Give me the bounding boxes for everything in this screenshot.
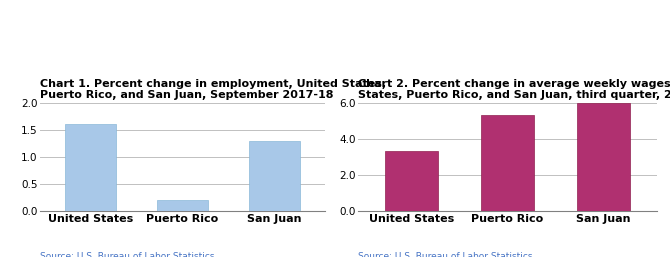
Text: Chart 2. Percent change in average weekly wages, United
States, Puerto Rico, and: Chart 2. Percent change in average weekl… [358, 79, 670, 100]
Text: Source: U.S. Bureau of Labor Statistics.: Source: U.S. Bureau of Labor Statistics. [40, 252, 218, 257]
Text: Source: U.S. Bureau of Labor Statistics.: Source: U.S. Bureau of Labor Statistics. [358, 252, 536, 257]
Text: Chart 1. Percent change in employment, United States,
Puerto Rico, and San Juan,: Chart 1. Percent change in employment, U… [40, 79, 387, 100]
Bar [249, 141, 299, 211]
Bar [481, 115, 534, 211]
Bar [66, 124, 116, 211]
Bar [157, 200, 208, 211]
Bar [578, 103, 630, 211]
Bar [385, 151, 438, 211]
